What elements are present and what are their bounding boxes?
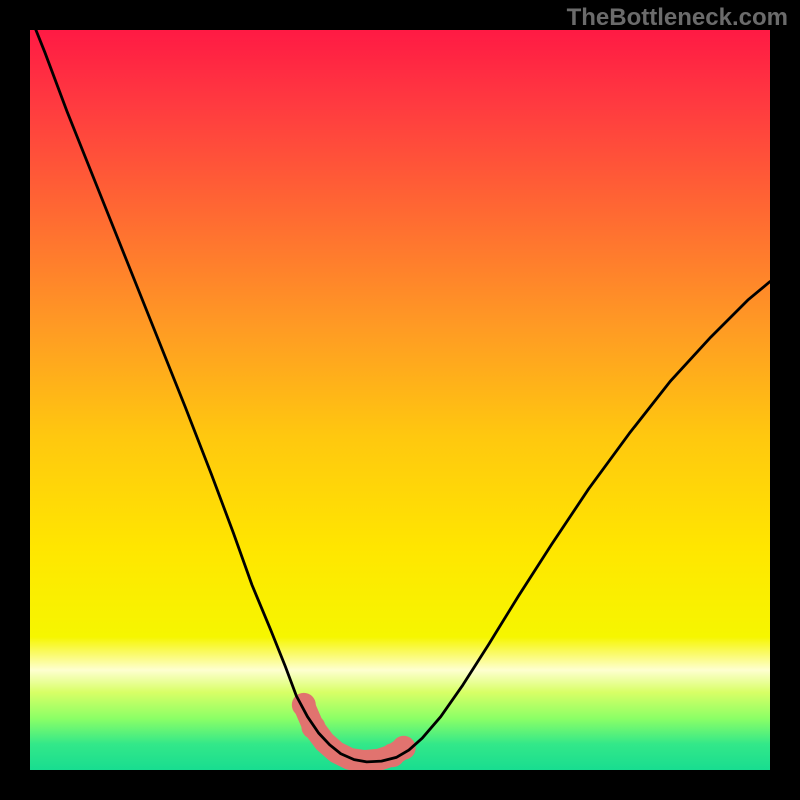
watermark-label: TheBottleneck.com bbox=[567, 4, 788, 32]
bottleneck-chart bbox=[0, 0, 800, 800]
gradient-plot-area bbox=[30, 30, 770, 770]
